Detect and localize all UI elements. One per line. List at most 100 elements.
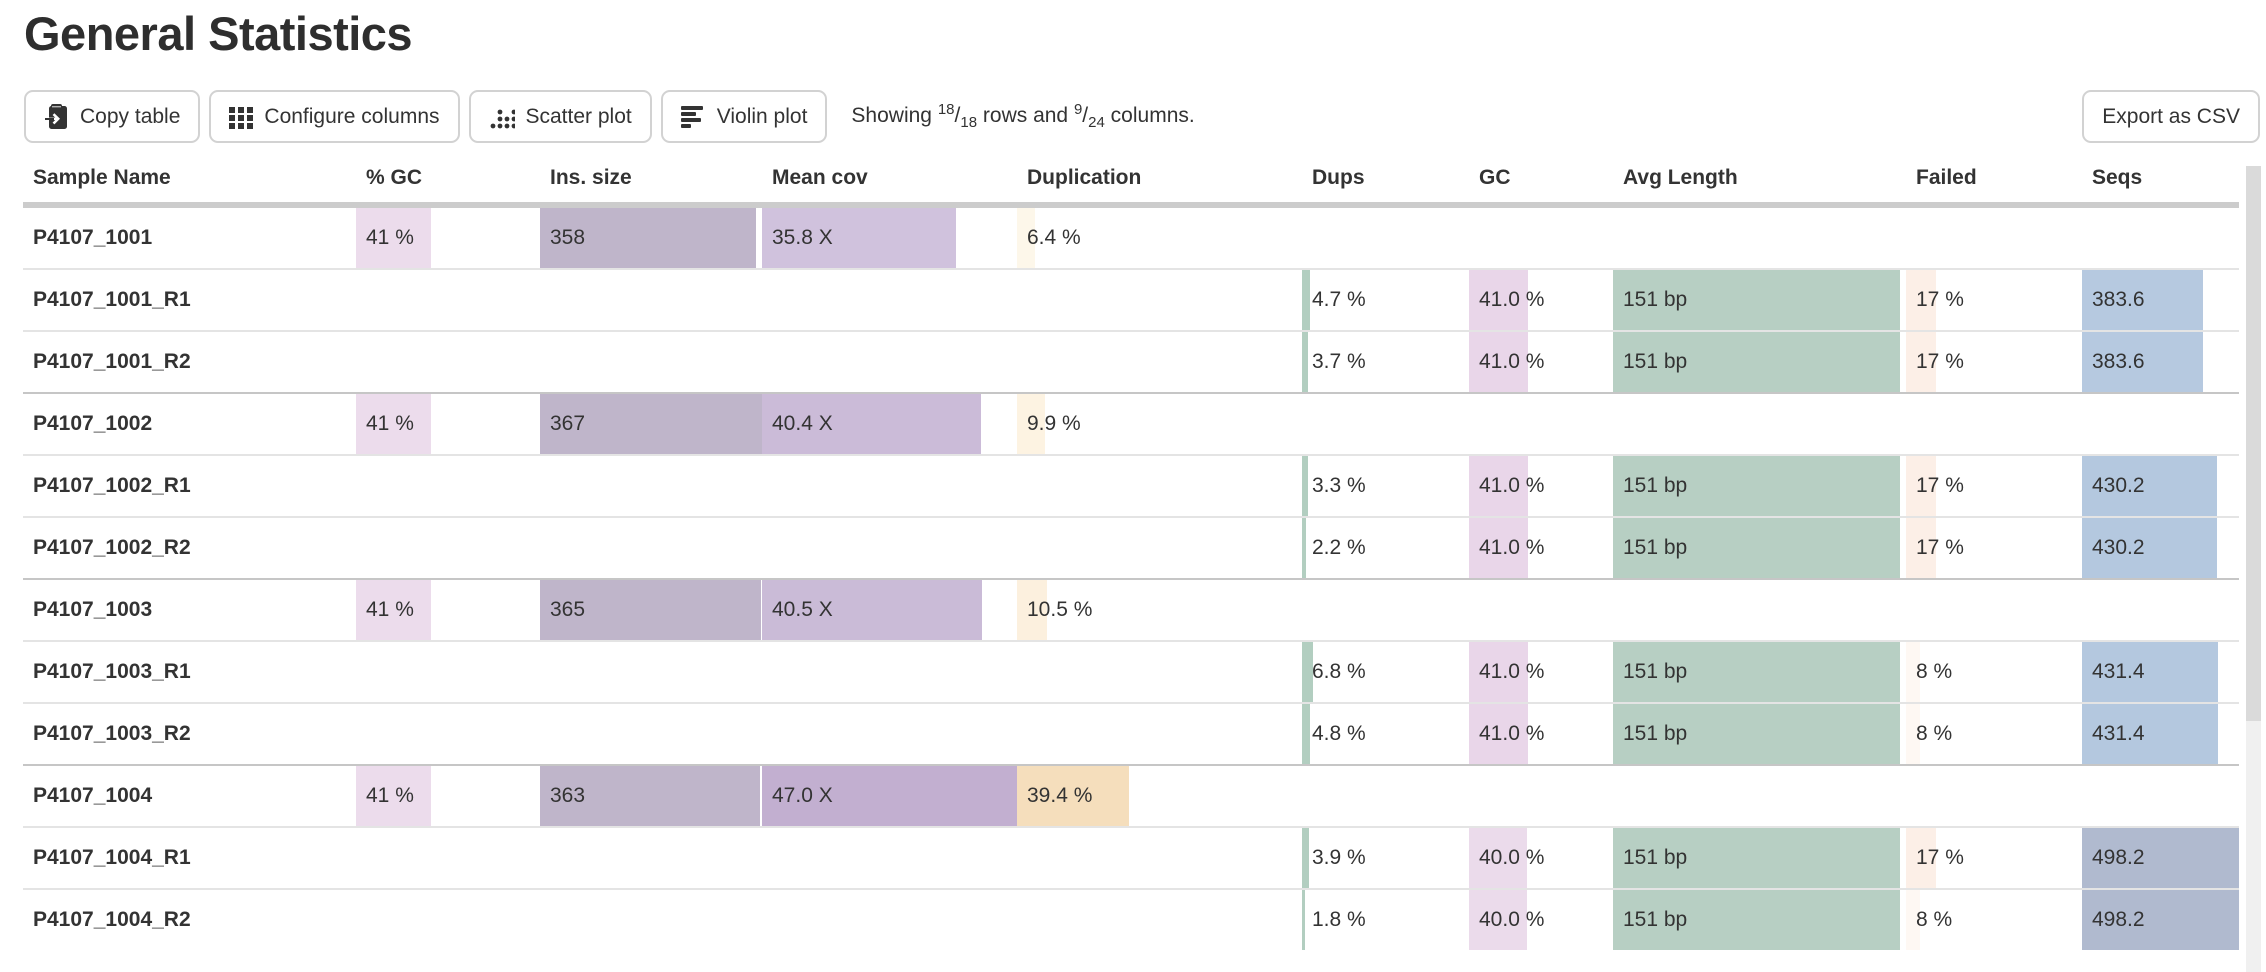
value-bar — [1302, 705, 1311, 764]
export-csv-button[interactable]: Export as CSV — [2082, 90, 2260, 143]
cell-value: 8 % — [1916, 722, 1953, 745]
column-header-gc[interactable]: % GC — [356, 156, 540, 208]
cell-value: 3.3 % — [1312, 474, 1366, 497]
table-cell — [1017, 268, 1302, 331]
value-bar — [1469, 829, 1527, 888]
cell-value: 41.0 % — [1479, 536, 1545, 559]
dot-bars-icon — [489, 104, 515, 130]
column-header-seqs[interactable]: Seqs — [2082, 156, 2239, 208]
table-cell — [1613, 392, 1906, 455]
table-cell — [1302, 578, 1469, 641]
value-bar — [1906, 271, 1936, 330]
table-cell: 358 — [540, 205, 762, 269]
value-bar — [1302, 891, 1305, 950]
table-cell: 4.8 % — [1302, 702, 1469, 765]
cell-value: 41.0 % — [1479, 288, 1545, 311]
table-cell — [356, 702, 540, 765]
table-cell: 41 % — [356, 578, 540, 641]
table-cell — [1469, 764, 1613, 827]
vertical-scrollbar-thumb[interactable] — [2246, 166, 2261, 721]
table-cell — [540, 640, 762, 703]
table-cell — [762, 640, 1017, 703]
table-cell: 10.5 % — [1017, 578, 1302, 641]
value-bar — [1613, 519, 1901, 578]
table-cell — [540, 268, 762, 331]
scatter-plot-label: Scatter plot — [525, 104, 632, 128]
table-cell: 430.2 — [2082, 516, 2239, 579]
cell-value: 151 bp — [1623, 722, 1688, 745]
table-cell — [1017, 826, 1302, 889]
table-cell: 17 % — [1906, 826, 2082, 889]
value-bar — [1613, 333, 1901, 392]
column-header-gc[interactable]: GC — [1469, 156, 1613, 208]
column-header-ins-size[interactable]: Ins. size — [540, 156, 762, 208]
table-cell — [1017, 516, 1302, 579]
cell-value: 17 % — [1916, 474, 1964, 497]
cell-value: 151 bp — [1623, 660, 1688, 683]
value-bar — [1469, 891, 1527, 950]
table-cell — [540, 826, 762, 889]
value-bar — [1613, 457, 1901, 516]
table-cell — [1302, 764, 1469, 827]
copy-table-label: Copy table — [80, 104, 181, 128]
configure-columns-button[interactable]: Configure columns — [209, 90, 460, 143]
value-bar — [1469, 519, 1529, 578]
table-cell — [2082, 578, 2239, 641]
table-cell — [1017, 330, 1302, 393]
table-cell — [762, 268, 1017, 331]
table-cell — [356, 888, 540, 950]
column-header-mean-cov[interactable]: Mean cov — [762, 156, 1017, 208]
table-cell — [762, 454, 1017, 517]
cell-value: 4.8 % — [1312, 722, 1366, 745]
cell-value: 35.8 X — [772, 226, 833, 249]
value-bar — [1469, 333, 1529, 392]
table-cell — [1469, 205, 1613, 269]
general-statistics-table: Sample Name% GC Ins. size Mean cov Duplicat… — [23, 156, 2239, 950]
cell-value: 40.0 % — [1479, 846, 1545, 869]
cell-value: 40.4 X — [772, 412, 833, 435]
cell-value: 3.9 % — [1312, 846, 1366, 869]
value-bar — [1906, 333, 1936, 392]
cell-value: 6.8 % — [1312, 660, 1366, 683]
cell-value: 40.5 X — [772, 598, 833, 621]
column-header-dups[interactable]: Dups — [1302, 156, 1469, 208]
copy-table-button[interactable]: Copy table — [24, 90, 201, 143]
rows-total: 18 — [960, 114, 978, 132]
table-cell: 498.2 — [2082, 826, 2239, 889]
table-row: P4107_1003_R2 4.8 % 41.0 % 151 bp 8 % 431.4 — [23, 702, 2239, 765]
value-bar — [1906, 643, 1921, 702]
column-header-sample-name[interactable]: Sample Name — [23, 156, 356, 208]
sample-name-cell: P4107_1002_R2 — [23, 516, 356, 579]
table-cell: 8 % — [1906, 888, 2082, 950]
vertical-scrollbar-track[interactable] — [2246, 166, 2261, 972]
value-bar — [1302, 271, 1310, 330]
cell-value: 3.7 % — [1312, 350, 1366, 373]
table-cell — [1906, 205, 2082, 269]
table-cell — [356, 640, 540, 703]
scatter-plot-button[interactable]: Scatter plot — [468, 90, 652, 143]
value-bar — [1017, 395, 1046, 454]
value-bar — [1613, 271, 1901, 330]
cell-value: 39.4 % — [1027, 784, 1093, 807]
table-cell: 1.8 % — [1302, 888, 1469, 950]
value-bar — [1302, 519, 1306, 578]
table-cell: 151 bp — [1613, 454, 1906, 517]
cell-value: 365 — [550, 598, 586, 621]
cell-value: 367 — [550, 412, 586, 435]
page-title: General Statistics — [24, 7, 413, 60]
column-header-avg-length[interactable]: Avg Length — [1613, 156, 1906, 208]
column-header-failed[interactable]: Failed — [1906, 156, 2082, 208]
column-header-duplication[interactable]: Duplication — [1017, 156, 1302, 208]
cell-value: 41 % — [366, 412, 414, 435]
table-cell — [2082, 392, 2239, 455]
value-bar — [356, 395, 432, 454]
table-cell — [1302, 205, 1469, 269]
value-bar — [1469, 643, 1529, 702]
table-cell: 17 % — [1906, 516, 2082, 579]
violin-plot-button[interactable]: Violin plot — [660, 90, 828, 143]
value-bar — [1906, 519, 1936, 578]
value-bar — [1613, 643, 1901, 702]
table-cell — [762, 330, 1017, 393]
cell-value: 41 % — [366, 226, 414, 249]
cell-value: 17 % — [1916, 536, 1964, 559]
